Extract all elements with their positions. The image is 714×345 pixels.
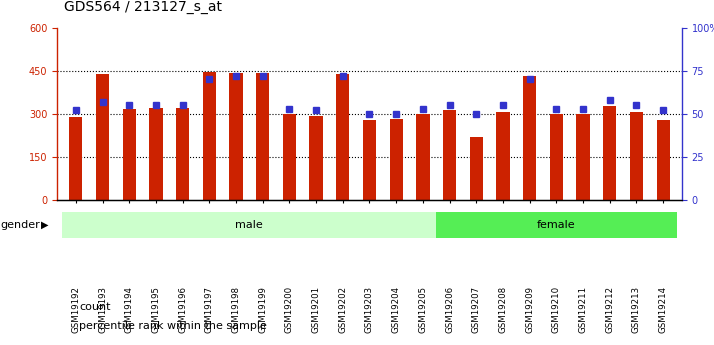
Text: GSM19211: GSM19211 — [578, 286, 588, 334]
Bar — [62, 212, 436, 238]
Text: GSM19205: GSM19205 — [418, 286, 428, 334]
Text: GSM19194: GSM19194 — [125, 286, 134, 333]
Text: GSM19202: GSM19202 — [338, 286, 347, 334]
Bar — [443, 110, 456, 200]
Bar — [550, 114, 563, 200]
Text: GSM19214: GSM19214 — [659, 286, 668, 334]
Text: GSM19193: GSM19193 — [98, 286, 107, 333]
Text: gender: gender — [1, 220, 41, 230]
Bar — [603, 106, 616, 200]
Bar — [336, 74, 349, 200]
Text: ▶: ▶ — [41, 220, 49, 230]
Text: GSM19209: GSM19209 — [526, 286, 534, 333]
Bar — [523, 76, 536, 200]
Bar — [149, 108, 163, 200]
Text: GSM19199: GSM19199 — [258, 286, 267, 333]
Text: GSM19203: GSM19203 — [365, 286, 374, 334]
Text: GSM19198: GSM19198 — [231, 286, 241, 333]
Text: GSM19208: GSM19208 — [498, 286, 508, 334]
Bar — [576, 114, 590, 200]
Text: GSM19195: GSM19195 — [151, 286, 161, 333]
Text: GSM19210: GSM19210 — [552, 286, 561, 334]
Bar — [283, 115, 296, 200]
Bar — [496, 111, 510, 200]
Text: male: male — [236, 220, 263, 230]
Text: GSM19206: GSM19206 — [445, 286, 454, 334]
Bar — [123, 109, 136, 200]
Text: GSM19201: GSM19201 — [311, 286, 321, 334]
Text: GSM19204: GSM19204 — [392, 286, 401, 334]
Text: GSM19197: GSM19197 — [205, 286, 213, 333]
Bar — [416, 114, 430, 200]
Bar — [390, 119, 403, 200]
Text: GSM19207: GSM19207 — [472, 286, 481, 334]
Bar — [203, 71, 216, 200]
Text: percentile rank within the sample: percentile rank within the sample — [79, 321, 267, 331]
Bar — [436, 212, 677, 238]
Bar — [363, 120, 376, 200]
Text: GSM19213: GSM19213 — [632, 286, 641, 334]
Text: GSM19200: GSM19200 — [285, 286, 294, 334]
Bar — [470, 137, 483, 200]
Bar — [69, 117, 83, 200]
Bar — [630, 111, 643, 200]
Text: female: female — [537, 220, 575, 230]
Text: GDS564 / 213127_s_at: GDS564 / 213127_s_at — [64, 0, 222, 14]
Text: GSM19196: GSM19196 — [178, 286, 187, 333]
Text: count: count — [79, 302, 111, 312]
Bar — [96, 74, 109, 200]
Bar — [256, 73, 269, 200]
Bar — [309, 116, 323, 200]
Bar — [176, 108, 189, 200]
Bar — [656, 120, 670, 200]
Text: GSM19192: GSM19192 — [71, 286, 80, 333]
Text: GSM19212: GSM19212 — [605, 286, 614, 334]
Bar — [229, 73, 243, 200]
